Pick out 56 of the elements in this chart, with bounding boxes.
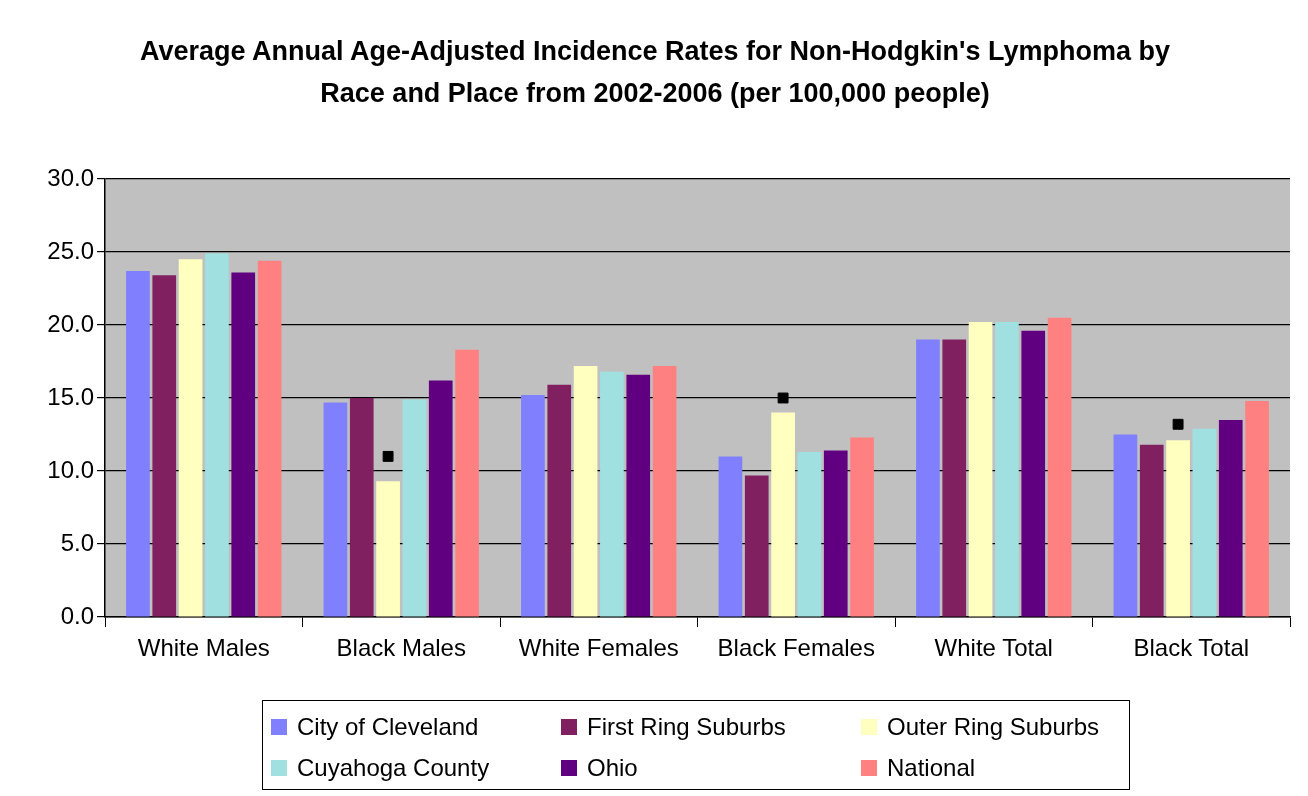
- bar: [547, 384, 572, 617]
- y-tick-label: 15.0: [47, 382, 94, 410]
- bar: [916, 339, 940, 617]
- bar: [1192, 428, 1217, 617]
- bar: [257, 260, 282, 617]
- bar: [652, 365, 677, 617]
- bar: [205, 253, 229, 617]
- legend-label: First Ring Suburbs: [587, 713, 786, 741]
- bar: [349, 398, 374, 617]
- bar: [797, 452, 822, 617]
- x-tick-label: White Males: [137, 634, 270, 662]
- y-tick-label: 30.0: [47, 163, 94, 191]
- bar: [823, 450, 848, 617]
- bar: [1218, 419, 1243, 617]
- y-tick-label: 10.0: [47, 455, 94, 483]
- legend-label: Ohio: [587, 754, 638, 782]
- y-tick-label: 25.0: [47, 236, 94, 264]
- x-tick-label: Black Males: [336, 634, 466, 662]
- bar: [600, 371, 624, 617]
- bar: [1166, 440, 1190, 617]
- bar: [402, 399, 427, 617]
- x-tick-label: White Total: [934, 634, 1053, 662]
- legend-label: City of Cleveland: [297, 713, 479, 741]
- bar: [455, 349, 479, 617]
- y-tick-label: 20.0: [47, 309, 94, 337]
- bar: [968, 322, 993, 617]
- x-tick-label: White Females: [518, 634, 679, 662]
- x-tick-label: Black Total: [1133, 634, 1250, 662]
- bar: [521, 395, 545, 617]
- bar: [573, 365, 598, 617]
- bar: [428, 380, 453, 617]
- y-tick-label: 0.0: [60, 601, 94, 629]
- bar: [231, 272, 256, 617]
- bar: [1245, 400, 1269, 617]
- bar: [1113, 434, 1138, 617]
- bar: [995, 322, 1019, 617]
- bar: [178, 259, 203, 617]
- bar: [850, 437, 874, 617]
- x-tick-label: Black Females: [717, 634, 875, 662]
- bar: [771, 412, 795, 617]
- bar: [626, 374, 651, 617]
- bar: [718, 456, 743, 617]
- bar: [942, 339, 967, 617]
- y-tick-label: 5.0: [60, 528, 94, 556]
- legend-label: National: [887, 754, 976, 782]
- bar: [744, 475, 769, 617]
- bar: [376, 481, 400, 617]
- bar: [323, 402, 348, 617]
- bar: [152, 275, 177, 617]
- chart-title: Average Annual Age-Adjusted Incidence Rates for Non-Hodgkin's Lymphoma by Race and Place from 2002-2006 (per 100,000 people): [138, 35, 1172, 110]
- bar: [1021, 330, 1046, 617]
- bar: [126, 270, 150, 617]
- legend-label: Outer Ring Suburbs: [887, 713, 1100, 741]
- bar: [1047, 317, 1072, 617]
- bar: [1139, 444, 1164, 617]
- legend-label: Cuyahoga County: [297, 754, 490, 782]
